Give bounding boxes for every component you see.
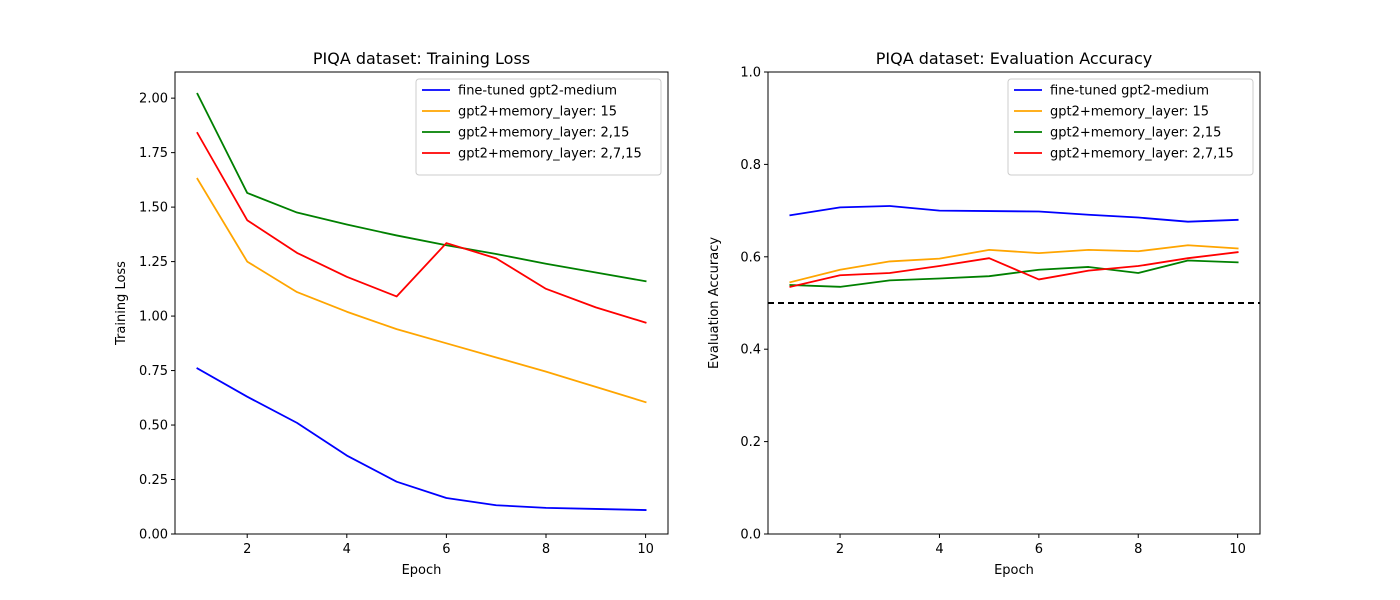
x-tick-label: 2 [836, 542, 844, 557]
y-tick-label: 0.25 [139, 473, 168, 488]
legend-label: gpt2+memory_layer: 2,15 [1050, 126, 1221, 141]
series-line-4 [789, 251, 1239, 288]
series-line-1 [196, 367, 647, 511]
x-tick-label: 8 [542, 542, 550, 557]
x-tick-label: 10 [1229, 542, 1246, 557]
y-tick-label: 0.50 [139, 419, 168, 434]
x-tick-label: 10 [637, 542, 654, 557]
y-tick-label: 1.50 [139, 201, 168, 216]
y-tick-label: 0.00 [139, 528, 168, 543]
y-tick-label: 0.6 [740, 250, 761, 265]
legend-box [415, 78, 662, 176]
y-axis-label: Training Loss [114, 261, 129, 346]
y-tick-label: 0.75 [139, 364, 168, 379]
x-tick-label: 4 [343, 542, 351, 557]
legend-label: gpt2+memory_layer: 2,15 [458, 126, 629, 141]
y-tick-label: 1.00 [139, 310, 168, 325]
legend-label: fine-tuned gpt2-medium [458, 84, 617, 99]
y-tick-label: 1.0 [740, 66, 761, 81]
series-line-2 [789, 244, 1239, 284]
series-line-4 [196, 131, 647, 324]
y-tick-label: 0.8 [740, 158, 761, 173]
legend-label: gpt2+memory_layer: 15 [1050, 105, 1209, 120]
x-tick-label: 8 [1134, 542, 1142, 557]
series-line-3 [196, 92, 647, 283]
legend-label: gpt2+memory_layer: 2,7,15 [458, 147, 642, 162]
x-axis-label: Epoch [994, 563, 1034, 578]
series-line-3 [789, 259, 1239, 288]
y-tick-label: 0.0 [740, 528, 761, 543]
plot-frame [174, 71, 669, 535]
y-tick-label: 0.4 [740, 343, 761, 358]
x-tick-label: 6 [1035, 542, 1043, 557]
legend: fine-tuned gpt2-medium gpt2+memory_layer:… [415, 78, 662, 176]
legend-label: fine-tuned gpt2-medium [1050, 84, 1209, 99]
x-tick-label: 2 [243, 542, 251, 557]
evaluation-accuracy-chart: PIQA dataset: Evaluation Accuracy 2 4 6 8 10 0… [707, 49, 1261, 578]
legend-label: gpt2+memory_layer: 15 [458, 105, 617, 120]
y-tick-label: 1.25 [139, 255, 168, 270]
y-tick-label: 0.2 [740, 435, 761, 450]
series-line-1 [789, 205, 1239, 223]
training-loss-chart: PIQA dataset: Training Loss 2 4 6 8 10 0.00 0.2… [114, 49, 669, 578]
chart-title: PIQA dataset: Evaluation Accuracy [876, 49, 1153, 68]
chart-title: PIQA dataset: Training Loss [313, 49, 530, 68]
legend-box [1007, 78, 1254, 176]
x-tick-label: 4 [935, 542, 943, 557]
legend: fine-tuned gpt2-medium gpt2+memory_layer:… [1007, 78, 1254, 176]
legend-label: gpt2+memory_layer: 2,7,15 [1050, 147, 1234, 162]
x-tick-label: 6 [442, 542, 450, 557]
x-axis-label: Epoch [402, 563, 442, 578]
y-tick-label: 2.00 [139, 92, 168, 107]
series-line-2 [196, 177, 647, 404]
y-axis-label: Evaluation Accuracy [707, 237, 722, 369]
y-tick-label: 1.75 [139, 146, 168, 161]
